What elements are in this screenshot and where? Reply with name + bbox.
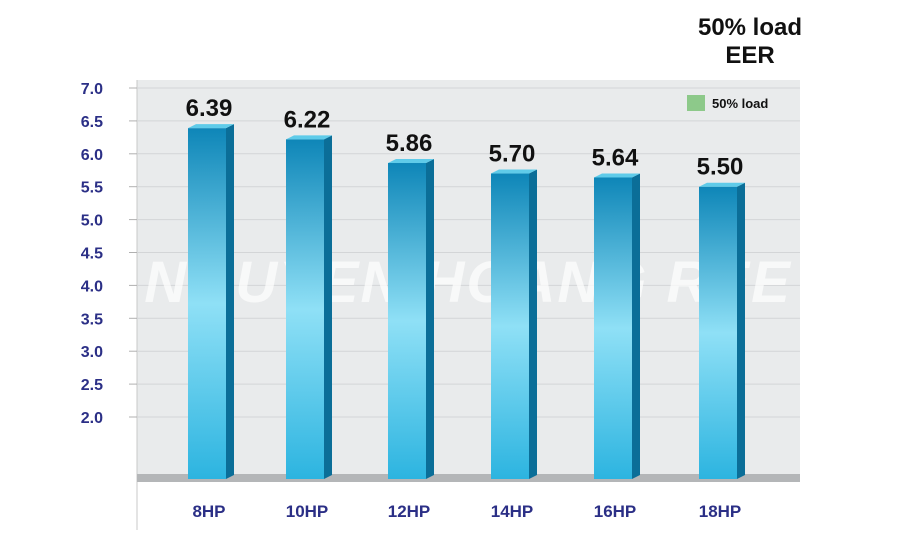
bar xyxy=(286,135,332,479)
data-label: 6.22 xyxy=(284,106,331,133)
bar xyxy=(699,182,745,479)
bar xyxy=(594,173,640,479)
bar-front xyxy=(699,186,737,479)
x-tick-label: 12HP xyxy=(388,502,431,521)
chart-title-line-2: EER xyxy=(725,42,775,69)
bar xyxy=(388,159,434,479)
y-tick-label: 4.5 xyxy=(81,246,103,263)
bar-front xyxy=(388,163,426,479)
bar-side xyxy=(324,135,332,479)
bar xyxy=(188,124,234,479)
bar-front xyxy=(594,177,632,479)
y-tick-label: 6.0 xyxy=(81,147,103,164)
bar-front xyxy=(188,128,226,479)
x-tick-label: 10HP xyxy=(286,502,329,521)
bar-top xyxy=(188,124,234,129)
data-label: 5.86 xyxy=(386,130,433,157)
bar-side xyxy=(737,182,745,479)
y-tick-label: 2.0 xyxy=(81,410,103,427)
watermark-text: NGUYEN HOANG REE xyxy=(144,250,792,315)
y-tick-label: 3.5 xyxy=(81,311,103,328)
y-tick-label: 5.5 xyxy=(81,180,103,197)
y-tick-label: 7.0 xyxy=(81,81,103,98)
bar-side xyxy=(226,124,234,479)
legend-swatch xyxy=(687,95,705,111)
bar-front xyxy=(286,139,324,479)
bar-top xyxy=(594,173,640,178)
bar-side xyxy=(426,159,434,479)
bar-side xyxy=(632,173,640,479)
bar-top xyxy=(388,159,434,164)
y-tick-label: 4.0 xyxy=(81,278,103,295)
chart-title-line-1: 50% load xyxy=(697,14,803,41)
bar-top xyxy=(699,182,745,187)
legend-label: 50% load xyxy=(712,96,768,111)
x-tick-label: 18HP xyxy=(699,502,742,521)
x-tick-label: 8HP xyxy=(192,502,225,521)
x-tick-label: 16HP xyxy=(594,502,637,521)
bar-top xyxy=(491,169,537,174)
chart-title: 50% load EER xyxy=(660,14,840,70)
y-tick-label: 3.0 xyxy=(81,344,103,361)
chart-floor xyxy=(137,474,800,482)
x-tick-label: 14HP xyxy=(491,502,534,521)
plot-area xyxy=(137,80,800,474)
bar xyxy=(491,169,537,480)
data-label: 6.39 xyxy=(186,95,233,122)
legend: 50% load xyxy=(687,95,768,111)
bar-top xyxy=(286,135,332,140)
y-tick-label: 5.0 xyxy=(81,213,103,230)
bar-side xyxy=(529,169,537,480)
data-label: 5.50 xyxy=(697,154,744,181)
y-tick-label: 2.5 xyxy=(81,377,103,394)
y-tick-label: 6.5 xyxy=(81,114,103,131)
data-label: 5.70 xyxy=(489,141,536,168)
bar-front xyxy=(491,173,529,480)
data-label: 5.64 xyxy=(592,144,639,171)
